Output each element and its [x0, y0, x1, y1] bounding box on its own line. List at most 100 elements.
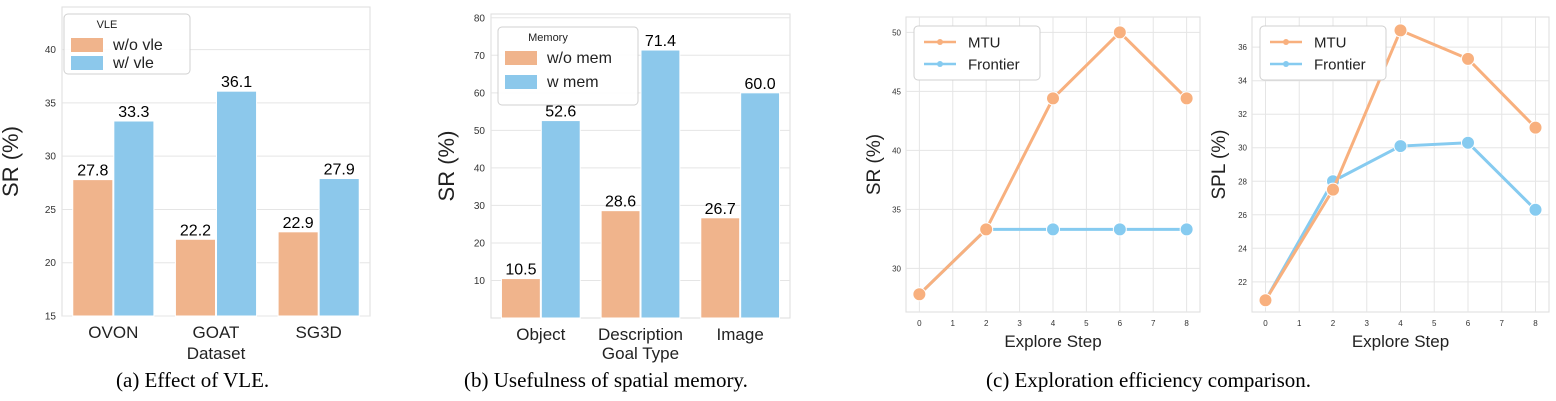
- x-category-label: Object: [516, 325, 565, 344]
- bar-value-label: 71.4: [645, 33, 676, 50]
- x-axis-label: Goal Type: [602, 344, 679, 363]
- data-point: [1112, 222, 1127, 237]
- legend-title: VLE: [97, 19, 118, 31]
- x-tick-label: 7: [1151, 319, 1156, 328]
- figure-canvas: 15202530354027.833.3OVON22.236.1GOAT22.9…: [0, 6, 1550, 363]
- bar-value-label: 36.1: [221, 74, 252, 91]
- y-tick-label: 40: [474, 163, 486, 174]
- y-tick-label: 24: [1238, 244, 1247, 253]
- y-axis-label: SR (%): [0, 126, 23, 197]
- legend-label: Frontier: [968, 57, 1020, 74]
- bar-value-label: 52.6: [545, 104, 576, 121]
- x-tick-label: 5: [1432, 319, 1437, 328]
- legend-title: Memory: [528, 32, 568, 44]
- chart-b: 10 20 30 40 50 60 70 80 10.5 52.6 Object 28.6 71.4 De…: [434, 13, 791, 363]
- legend: Memory w/o mem w mem: [497, 26, 639, 106]
- y-tick-label: 10: [474, 276, 486, 287]
- y-tick-label: 50: [474, 126, 486, 137]
- x-category-label: SG3D: [296, 323, 342, 342]
- legend-marker: [937, 61, 943, 67]
- x-category-label: GOAT: [193, 323, 240, 342]
- data-point: [1258, 293, 1273, 308]
- bar-value-label: 22.9: [283, 215, 314, 232]
- x-tick-label: 3: [1365, 319, 1370, 328]
- legend-swatch: [505, 75, 537, 89]
- legend-label: w mem: [546, 74, 599, 91]
- x-tick-label: 6: [1466, 319, 1471, 328]
- y-tick-label: 40: [45, 45, 57, 56]
- x-category-label: OVON: [88, 323, 138, 342]
- data-point: [1393, 139, 1408, 154]
- legend-label: MTU: [1314, 35, 1347, 52]
- y-tick-label: 34: [1238, 77, 1247, 86]
- x-category-label: Image: [717, 325, 764, 344]
- x-axis-label: Dataset: [187, 344, 246, 363]
- bar: [500, 278, 541, 319]
- x-tick-label: 8: [1533, 319, 1538, 328]
- bar-value-label: 26.7: [705, 201, 736, 218]
- x-tick-label: 4: [1398, 319, 1403, 328]
- x-tick-label: 4: [1051, 319, 1056, 328]
- data-point: [1326, 182, 1340, 197]
- x-tick-label: 5: [1084, 319, 1089, 328]
- data-point: [1393, 23, 1408, 38]
- caption-a: (a) Effect of VLE.: [116, 368, 270, 392]
- y-tick-label: 35: [892, 205, 901, 214]
- legend-marker: [1283, 39, 1289, 45]
- data-point: [912, 287, 927, 302]
- legend-swatch: [71, 56, 103, 70]
- legend: MTU Frontier: [1259, 25, 1387, 81]
- y-tick-label: 28: [1238, 177, 1247, 186]
- legend: MTU Frontier: [913, 25, 1041, 81]
- bar: [740, 92, 781, 319]
- y-tick-label: 35: [45, 98, 57, 109]
- bar: [540, 120, 581, 319]
- legend-label: MTU: [968, 35, 1001, 52]
- y-tick-label: 15: [45, 312, 57, 323]
- y-tick-label: 30: [1238, 144, 1247, 153]
- bar-value-label: 60.0: [745, 76, 776, 93]
- y-tick-label: 20: [45, 258, 57, 269]
- x-tick-label: 1: [1297, 319, 1302, 328]
- data-point: [1528, 120, 1543, 135]
- y-tick-label: 30: [45, 152, 57, 163]
- legend-swatch: [505, 51, 537, 65]
- x-tick-label: 3: [1017, 319, 1022, 328]
- data-point: [1046, 91, 1060, 106]
- bar: [216, 90, 258, 317]
- y-tick-label: 26: [1238, 211, 1247, 220]
- y-tick-label: 25: [45, 205, 57, 216]
- x-tick-label: 0: [917, 319, 922, 328]
- y-tick-label: 20: [474, 238, 486, 249]
- x-tick-label: 8: [1184, 319, 1189, 328]
- y-axis-label: SR (%): [434, 131, 459, 202]
- y-tick-label: 36: [1238, 43, 1247, 52]
- caption-b: (b) Usefulness of spatial memory.: [464, 368, 748, 392]
- y-tick-label: 50: [892, 28, 901, 37]
- y-axis-label: SPL (%): [1209, 129, 1230, 199]
- y-tick-label: 40: [892, 146, 901, 155]
- bar-value-label: 27.9: [324, 162, 355, 179]
- y-tick-label: 30: [892, 264, 901, 273]
- bar: [700, 217, 741, 319]
- y-tick-label: 30: [474, 201, 486, 212]
- x-tick-label: 0: [1263, 319, 1268, 328]
- bar-value-label: 27.8: [77, 163, 108, 180]
- data-point: [1046, 222, 1060, 237]
- bar-value-label: 33.3: [118, 104, 149, 121]
- legend-label: Frontier: [1314, 57, 1366, 74]
- x-tick-label: 7: [1500, 319, 1505, 328]
- y-tick-label: 70: [474, 51, 486, 62]
- data-point: [1461, 51, 1475, 66]
- legend-box: [1259, 25, 1387, 81]
- bar-value-label: 28.6: [605, 194, 636, 211]
- x-axis-label: Explore Step: [1004, 332, 1101, 351]
- bar: [174, 238, 216, 317]
- bar-value-label: 10.5: [505, 262, 536, 279]
- bar: [318, 178, 360, 317]
- y-tick-label: 22: [1238, 278, 1247, 287]
- legend-box: [913, 25, 1041, 81]
